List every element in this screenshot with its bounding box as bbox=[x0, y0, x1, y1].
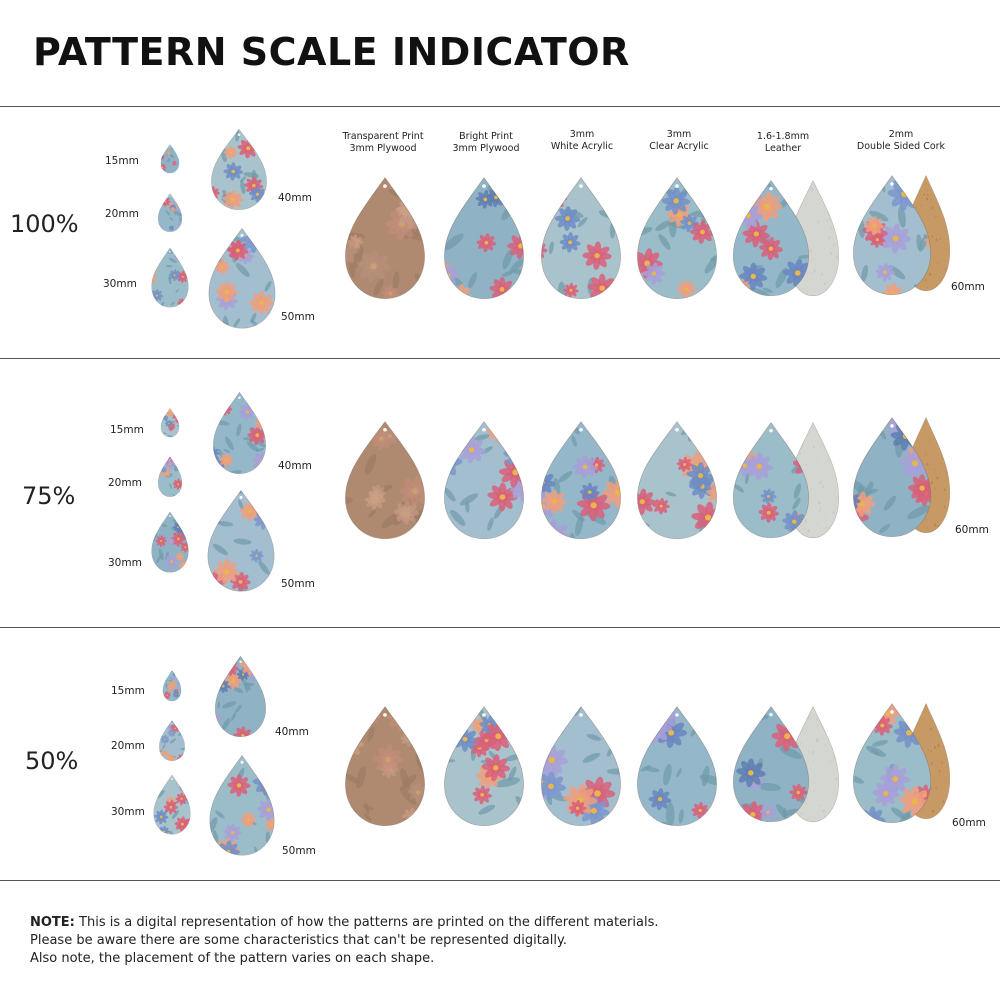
note-line-3: Also note, the placement of the pattern … bbox=[30, 951, 435, 966]
material-label-white-acrylic: 3mm White Acrylic bbox=[550, 129, 614, 152]
sample-drop-20mm bbox=[157, 193, 183, 233]
size-label-60mm: 60mm bbox=[952, 817, 986, 829]
material-drop-cork bbox=[850, 702, 934, 826]
material-drop-leather bbox=[730, 179, 812, 299]
material-label-transparent-plywood: Transparent Print 3mm Plywood bbox=[342, 131, 424, 154]
sample-drop-15mm bbox=[160, 408, 180, 438]
size-label-50mm: 50mm bbox=[281, 311, 315, 323]
divider-row-2 bbox=[0, 627, 1000, 628]
material-label-cork: 2mm Double Sided Cork bbox=[856, 129, 946, 152]
material-label-leather: 1.6-1.8mm Leather bbox=[756, 131, 810, 154]
material-label-bright-plywood: Bright Print 3mm Plywood bbox=[452, 131, 520, 154]
material-drop-cork bbox=[850, 416, 934, 540]
scale-label-100: 100% bbox=[10, 210, 79, 238]
material-drop-bright-plywood bbox=[441, 705, 527, 829]
size-label-40mm: 40mm bbox=[278, 192, 312, 204]
sample-drop-30mm bbox=[152, 774, 192, 836]
size-label-15mm: 15mm bbox=[110, 424, 144, 436]
size-label-40mm: 40mm bbox=[275, 726, 309, 738]
sample-drop-20mm bbox=[157, 456, 183, 498]
divider-top bbox=[0, 106, 1000, 107]
scale-label-50: 50% bbox=[25, 747, 79, 775]
material-drop-white-acrylic bbox=[538, 176, 624, 302]
sample-drop-20mm bbox=[158, 720, 186, 762]
size-label-15mm: 15mm bbox=[111, 685, 145, 697]
disclaimer-note: NOTE: This is a digital representation o… bbox=[30, 914, 659, 968]
scale-label-75: 75% bbox=[22, 482, 76, 510]
sample-drop-30mm bbox=[150, 247, 190, 309]
divider-bottom bbox=[0, 880, 1000, 881]
size-label-50mm: 50mm bbox=[281, 578, 315, 590]
size-label-40mm: 40mm bbox=[278, 460, 312, 472]
material-label-clear-acrylic: 3mm Clear Acrylic bbox=[649, 129, 709, 152]
material-drop-clear-acrylic bbox=[634, 420, 720, 542]
sample-drop-50mm bbox=[205, 489, 277, 594]
material-drop-white-acrylic bbox=[538, 420, 624, 542]
size-label-20mm: 20mm bbox=[108, 477, 142, 489]
divider-row-1 bbox=[0, 358, 1000, 359]
material-drop-clear-acrylic bbox=[634, 176, 720, 302]
material-drop-transparent-plywood bbox=[342, 176, 428, 302]
note-line-1: This is a digital representation of how … bbox=[79, 915, 659, 930]
size-label-30mm: 30mm bbox=[111, 806, 145, 818]
size-label-20mm: 20mm bbox=[105, 208, 139, 220]
size-label-60mm: 60mm bbox=[951, 281, 985, 293]
material-drop-bright-plywood bbox=[441, 176, 527, 302]
sample-drop-15mm bbox=[162, 670, 182, 702]
size-label-30mm: 30mm bbox=[103, 278, 137, 290]
material-drop-white-acrylic bbox=[538, 705, 624, 829]
size-label-15mm: 15mm bbox=[105, 155, 139, 167]
sample-drop-40mm bbox=[213, 655, 268, 739]
sample-drop-50mm bbox=[206, 227, 278, 331]
sample-drop-40mm bbox=[209, 128, 269, 212]
material-drop-leather bbox=[730, 705, 812, 825]
size-label-30mm: 30mm bbox=[108, 557, 142, 569]
material-drop-clear-acrylic bbox=[634, 705, 720, 829]
material-drop-transparent-plywood bbox=[342, 420, 428, 542]
material-drop-leather bbox=[730, 421, 812, 541]
sample-drop-40mm bbox=[211, 391, 268, 476]
material-drop-cork bbox=[850, 174, 934, 298]
page-title: PATTERN SCALE INDICATOR bbox=[33, 30, 630, 74]
size-label-50mm: 50mm bbox=[282, 845, 316, 857]
size-label-20mm: 20mm bbox=[111, 740, 145, 752]
material-drop-transparent-plywood bbox=[342, 705, 428, 829]
size-label-60mm: 60mm bbox=[955, 524, 989, 536]
sample-drop-30mm bbox=[150, 511, 190, 574]
note-label: NOTE: bbox=[30, 915, 75, 930]
note-line-2: Please be aware there are some character… bbox=[30, 933, 567, 948]
sample-drop-50mm bbox=[207, 754, 277, 858]
sample-drop-15mm bbox=[160, 144, 180, 174]
material-drop-bright-plywood bbox=[441, 420, 527, 542]
